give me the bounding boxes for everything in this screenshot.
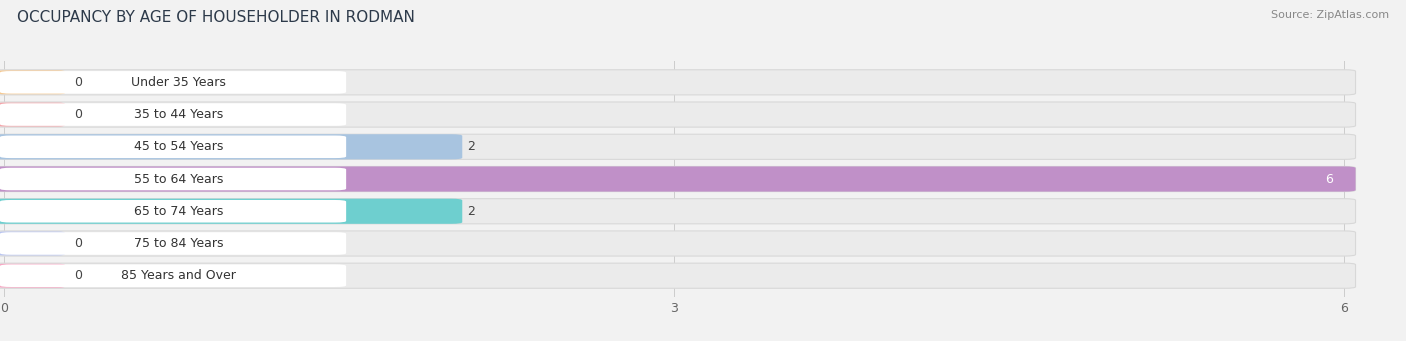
Text: 0: 0: [73, 237, 82, 250]
Text: 2: 2: [467, 140, 475, 153]
FancyBboxPatch shape: [0, 103, 65, 127]
FancyBboxPatch shape: [0, 134, 463, 159]
Text: 85 Years and Over: 85 Years and Over: [121, 269, 236, 282]
FancyBboxPatch shape: [0, 166, 1355, 192]
Text: 0: 0: [73, 108, 82, 121]
Text: 2: 2: [467, 205, 475, 218]
Text: Under 35 Years: Under 35 Years: [131, 76, 226, 89]
Text: 0: 0: [73, 76, 82, 89]
Text: 65 to 74 Years: 65 to 74 Years: [134, 205, 224, 218]
Text: Source: ZipAtlas.com: Source: ZipAtlas.com: [1271, 10, 1389, 20]
FancyBboxPatch shape: [0, 199, 463, 224]
FancyBboxPatch shape: [0, 232, 65, 255]
FancyBboxPatch shape: [0, 103, 346, 126]
FancyBboxPatch shape: [0, 135, 346, 158]
Text: 6: 6: [1326, 173, 1333, 186]
Text: 75 to 84 Years: 75 to 84 Years: [134, 237, 224, 250]
Text: 0: 0: [73, 269, 82, 282]
FancyBboxPatch shape: [0, 264, 65, 288]
FancyBboxPatch shape: [0, 199, 1355, 224]
FancyBboxPatch shape: [0, 263, 1355, 288]
FancyBboxPatch shape: [0, 134, 1355, 159]
FancyBboxPatch shape: [0, 71, 346, 94]
FancyBboxPatch shape: [0, 168, 346, 190]
FancyBboxPatch shape: [0, 70, 65, 94]
FancyBboxPatch shape: [0, 200, 346, 223]
FancyBboxPatch shape: [0, 70, 1355, 95]
Text: 35 to 44 Years: 35 to 44 Years: [134, 108, 224, 121]
FancyBboxPatch shape: [0, 231, 1355, 256]
FancyBboxPatch shape: [0, 232, 346, 255]
Text: OCCUPANCY BY AGE OF HOUSEHOLDER IN RODMAN: OCCUPANCY BY AGE OF HOUSEHOLDER IN RODMA…: [17, 10, 415, 25]
FancyBboxPatch shape: [0, 166, 1355, 192]
FancyBboxPatch shape: [0, 102, 1355, 127]
FancyBboxPatch shape: [0, 264, 346, 287]
Text: 45 to 54 Years: 45 to 54 Years: [134, 140, 224, 153]
Text: 55 to 64 Years: 55 to 64 Years: [134, 173, 224, 186]
